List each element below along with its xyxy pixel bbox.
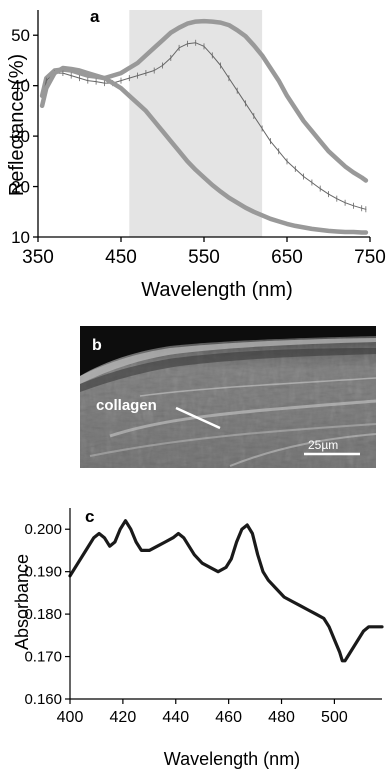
panel-letter-b: b bbox=[92, 337, 102, 354]
x-axis-label: Wavelength (nm) bbox=[141, 279, 293, 300]
absorbance-chart: 0.160 0.170 0.180 0.190 0.200 400 420 440 460 480… bbox=[12, 507, 384, 769]
tick-group: 0.160 0.170 0.180 0.190 0.200 400 420 440 460 480… bbox=[24, 521, 347, 726]
y-tick-label: 30 bbox=[11, 127, 30, 146]
y-tick-label: 50 bbox=[11, 26, 30, 45]
y-tick-label: 0.200 bbox=[24, 521, 62, 538]
y-axis-label: Absorbance bbox=[12, 554, 32, 650]
x-tick-label: 420 bbox=[110, 709, 137, 726]
y-tick-label: 0.180 bbox=[24, 606, 62, 623]
panel-letter-c: c bbox=[85, 507, 94, 526]
y-tick-label: 0.190 bbox=[24, 564, 62, 581]
y-tick-label: 0.170 bbox=[24, 649, 62, 666]
reflectance-chart: 10 20 30 40 50 350 450 550 650 750 a Wavelength (… bbox=[6, 7, 386, 300]
x-axis-label: Wavelength (nm) bbox=[164, 749, 300, 769]
series-line-3 bbox=[39, 65, 369, 235]
y-axis-label: Reflectance (%) bbox=[6, 54, 28, 196]
collagen-label: collagen bbox=[96, 397, 157, 414]
x-tick-label: 450 bbox=[105, 247, 137, 268]
x-tick-label: 500 bbox=[321, 709, 348, 726]
x-tick-label: 550 bbox=[188, 247, 220, 268]
x-tick-label: 350 bbox=[22, 247, 54, 268]
y-tick-label: 40 bbox=[11, 77, 30, 96]
reflectance-series-group bbox=[39, 18, 369, 235]
y-tick-label: 0.160 bbox=[24, 691, 62, 708]
panel-letter-a: a bbox=[90, 7, 100, 26]
x-tick-label: 750 bbox=[354, 247, 386, 268]
x-tick-label: 480 bbox=[268, 709, 295, 726]
tick-group: 10 20 30 40 50 350 450 550 650 750 bbox=[11, 26, 386, 268]
collagen-micrograph: b collagen 25µm bbox=[80, 326, 376, 468]
y-tick-label: 20 bbox=[11, 178, 30, 197]
y-tick-label: 10 bbox=[11, 228, 30, 247]
x-tick-label: 650 bbox=[271, 247, 303, 268]
absorbance-series-group bbox=[68, 519, 384, 663]
x-tick-label: 400 bbox=[57, 709, 84, 726]
x-tick-label: 440 bbox=[162, 709, 189, 726]
scale-bar-label: 25µm bbox=[308, 438, 338, 452]
x-tick-label: 460 bbox=[215, 709, 242, 726]
collagen-pointer bbox=[175, 406, 221, 430]
absorbance-line bbox=[68, 519, 384, 663]
